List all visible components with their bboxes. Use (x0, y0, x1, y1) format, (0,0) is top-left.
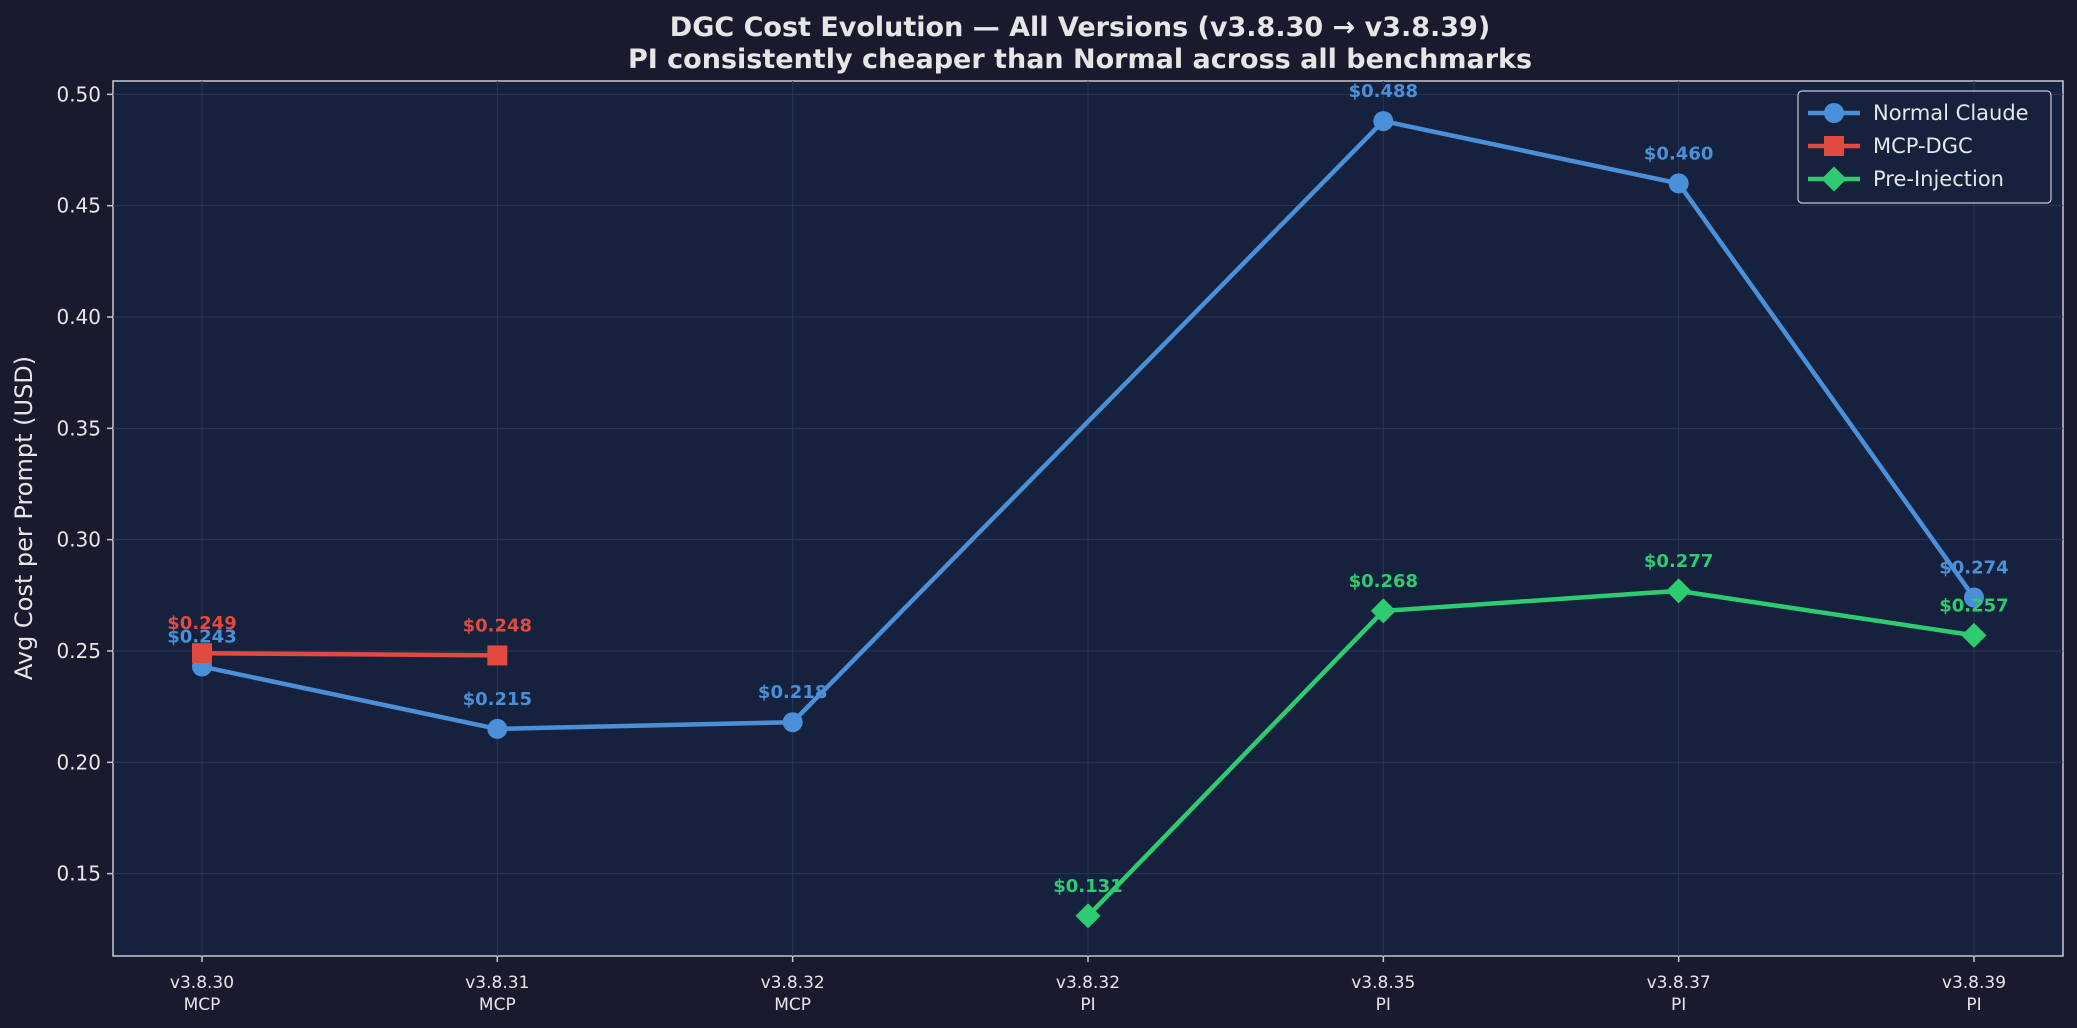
x-tick-mode: MCP (774, 995, 811, 1015)
legend-box (1797, 90, 2052, 204)
legend-pre-injection-label: Pre-Injection (1873, 167, 2004, 191)
grid-lines (113, 81, 2063, 956)
x-tick-mode: PI (1966, 995, 1981, 1015)
axis-ticks: 0.150.200.250.300.350.400.450.50v3.8.30M… (56, 82, 2006, 1015)
y-axis-label: Avg Cost per Prompt (USD) (10, 356, 38, 680)
normal-claude-data-label: $0.218 (758, 682, 827, 703)
y-tick-label: 0.45 (56, 194, 101, 218)
x-tick-version: v3.8.30 (170, 973, 234, 993)
pre-injection-data-label: $0.268 (1349, 571, 1418, 592)
series-layer (192, 111, 1987, 929)
x-tick-mode: MCP (184, 995, 221, 1015)
legend: Normal Claude MCP-DGC Pre-Injection (1797, 90, 2052, 204)
normal-claude-data-label: $0.488 (1349, 81, 1418, 102)
pre-injection-point (1370, 598, 1396, 624)
normal-claude-data-label: $0.243 (167, 627, 236, 648)
data-labels: $0.243 $0.215 $0.218 $0.488 $0.460 $0.274 $0.2… (167, 81, 2008, 897)
pre-injection-point (1666, 578, 1692, 604)
normal-claude-point (1373, 111, 1394, 132)
x-tick-version: v3.8.35 (1351, 973, 1415, 993)
pre-injection-data-label: $0.131 (1053, 876, 1122, 897)
y-tick-label: 0.15 (56, 862, 101, 886)
legend-mcp-dgc-marker (1824, 136, 1844, 156)
normal-claude-point (782, 712, 803, 733)
pre-injection-data-label: $0.257 (1939, 595, 2008, 616)
mcp-dgc-point (192, 643, 212, 664)
normal-claude-point (1963, 587, 1984, 608)
y-tick-label: 0.30 (56, 528, 101, 552)
normal-claude-data-label: $0.460 (1644, 143, 1713, 164)
x-tick-version: v3.8.32 (761, 973, 825, 993)
x-tick-mode: PI (1671, 995, 1686, 1015)
normal-claude-data-label: $0.274 (1939, 558, 2008, 579)
normal-claude-point (487, 718, 508, 739)
legend-mcp-dgc-label: MCP-DGC (1873, 134, 1973, 158)
legend-normal-claude-marker (1824, 103, 1844, 123)
legend-pre-injection-marker (1821, 166, 1847, 192)
mcp-dgc-line (199, 650, 500, 658)
y-tick-label: 0.35 (56, 416, 101, 440)
pre-injection-line (1085, 588, 1977, 919)
y-tick-label: 0.50 (56, 82, 101, 106)
normal-claude-point (1668, 173, 1689, 194)
x-tick-mode: MCP (479, 995, 516, 1015)
chart-subtitle: PI consistently cheaper than Normal acro… (628, 44, 1532, 75)
y-tick-label: 0.25 (56, 639, 101, 663)
normal-claude-line (199, 118, 1977, 732)
mcp-dgc-data-label: $0.248 (463, 615, 532, 636)
x-tick-version: v3.8.31 (465, 973, 529, 993)
x-tick-version: v3.8.32 (1056, 973, 1120, 993)
mcp-dgc-data-label: $0.249 (167, 613, 236, 634)
y-tick-label: 0.40 (56, 305, 101, 329)
normal-claude-data-label: $0.215 (463, 689, 532, 710)
x-tick-version: v3.8.37 (1647, 973, 1711, 993)
mcp-dgc-point (487, 645, 508, 666)
pre-injection-data-label: $0.277 (1644, 551, 1713, 572)
pre-injection-point (1961, 622, 1987, 648)
chart-title: DGC Cost Evolution — All Versions (v3.8.… (670, 12, 1490, 43)
y-tick-label: 0.20 (56, 750, 101, 774)
pre-injection-point (1075, 903, 1101, 929)
x-tick-version: v3.8.39 (1942, 973, 2006, 993)
legend-normal-claude-label: Normal Claude (1873, 101, 2029, 125)
x-tick-mode: PI (1080, 995, 1095, 1015)
x-tick-mode: PI (1376, 995, 1391, 1015)
